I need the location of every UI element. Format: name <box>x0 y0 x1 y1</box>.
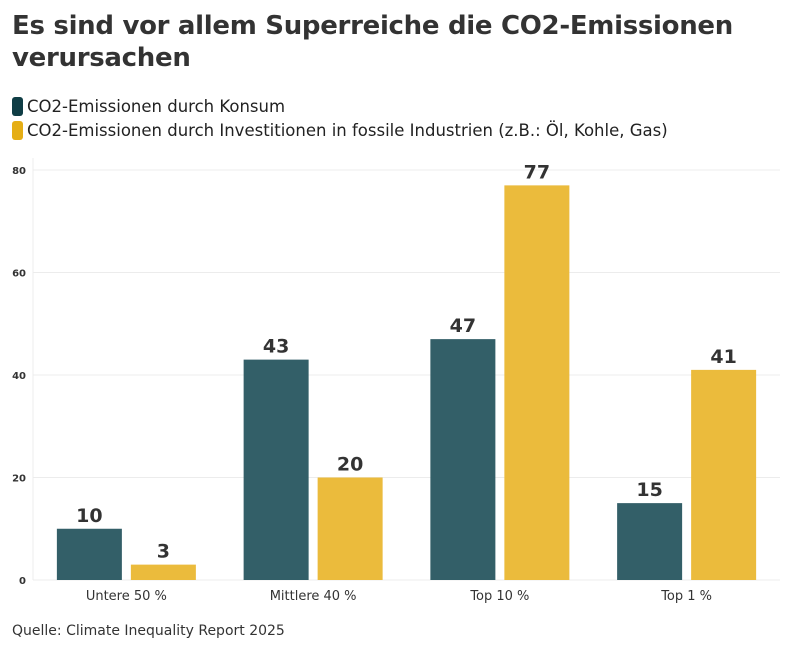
legend-item-konsum: CO2-Emissionen durch Konsum <box>12 94 668 118</box>
y-tick-label: 60 <box>12 269 26 280</box>
data-label: 20 <box>337 454 363 476</box>
legend: CO2-Emissionen durch Konsum CO2-Emission… <box>12 94 668 142</box>
bar <box>430 339 496 580</box>
x-tick-label: Top 1 % <box>660 589 712 604</box>
y-tick-label: 80 <box>12 166 26 177</box>
legend-label: CO2-Emissionen durch Investitionen in fo… <box>27 120 668 140</box>
chart-title: Es sind vor allem Superreiche die CO2-Em… <box>12 11 733 73</box>
x-tick-label: Mittlere 40 % <box>270 589 357 604</box>
data-label: 10 <box>76 505 102 527</box>
bar <box>617 503 683 580</box>
legend-item-investitionen: CO2-Emissionen durch Investitionen in fo… <box>12 118 668 142</box>
bar <box>130 564 196 580</box>
data-label: 77 <box>524 161 550 183</box>
y-tick-label: 20 <box>12 474 26 485</box>
legend-label: CO2-Emissionen durch Konsum <box>27 96 286 116</box>
y-tick-label: 40 <box>12 371 26 382</box>
bar <box>56 528 122 580</box>
bar <box>317 477 383 580</box>
bar <box>243 359 309 580</box>
data-label: 15 <box>636 479 662 501</box>
bar <box>691 369 757 580</box>
y-tick-label: 0 <box>19 576 26 587</box>
data-label: 43 <box>263 336 289 358</box>
legend-swatch <box>12 96 23 116</box>
x-tick-label: Top 10 % <box>469 589 529 604</box>
data-label: 47 <box>450 315 476 337</box>
data-label: 3 <box>157 541 170 563</box>
bar <box>504 185 570 580</box>
legend-swatch <box>12 120 23 140</box>
x-tick-label: Untere 50 % <box>86 589 167 604</box>
data-label: 41 <box>710 346 736 368</box>
source-note: Quelle: Climate Inequality Report 2025 <box>12 623 285 639</box>
